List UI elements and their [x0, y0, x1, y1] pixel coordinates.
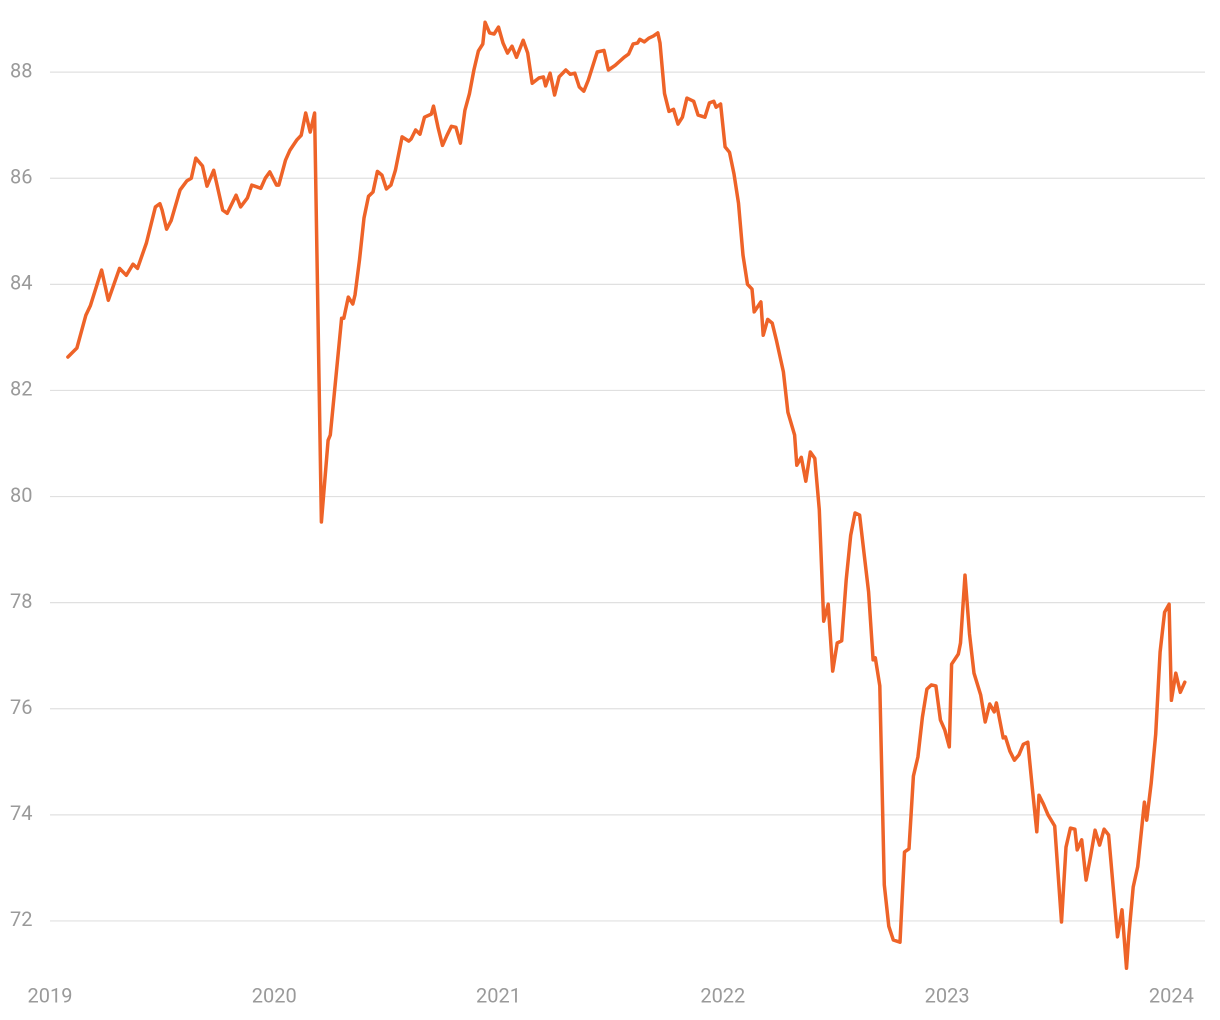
x-tick-label: 2023 — [925, 983, 970, 1007]
y-tick-label: 86 — [10, 165, 32, 189]
x-tick-label: 2021 — [476, 983, 521, 1007]
y-tick-label: 78 — [10, 589, 32, 613]
x-tick-label: 2022 — [700, 983, 745, 1007]
y-tick-label: 74 — [10, 801, 32, 825]
x-tick-label: 2024 — [1149, 983, 1194, 1007]
y-tick-label: 80 — [10, 483, 32, 507]
line-series — [66, 20, 1187, 970]
y-tick-label: 82 — [10, 377, 32, 401]
y-tick-label: 76 — [10, 695, 32, 719]
y-tick-label: 72 — [10, 907, 32, 931]
x-tick-label: 2019 — [28, 983, 73, 1007]
y-tick-label: 88 — [10, 58, 32, 82]
y-tick-label: 84 — [10, 271, 32, 295]
x-tick-label: 2020 — [252, 983, 297, 1007]
